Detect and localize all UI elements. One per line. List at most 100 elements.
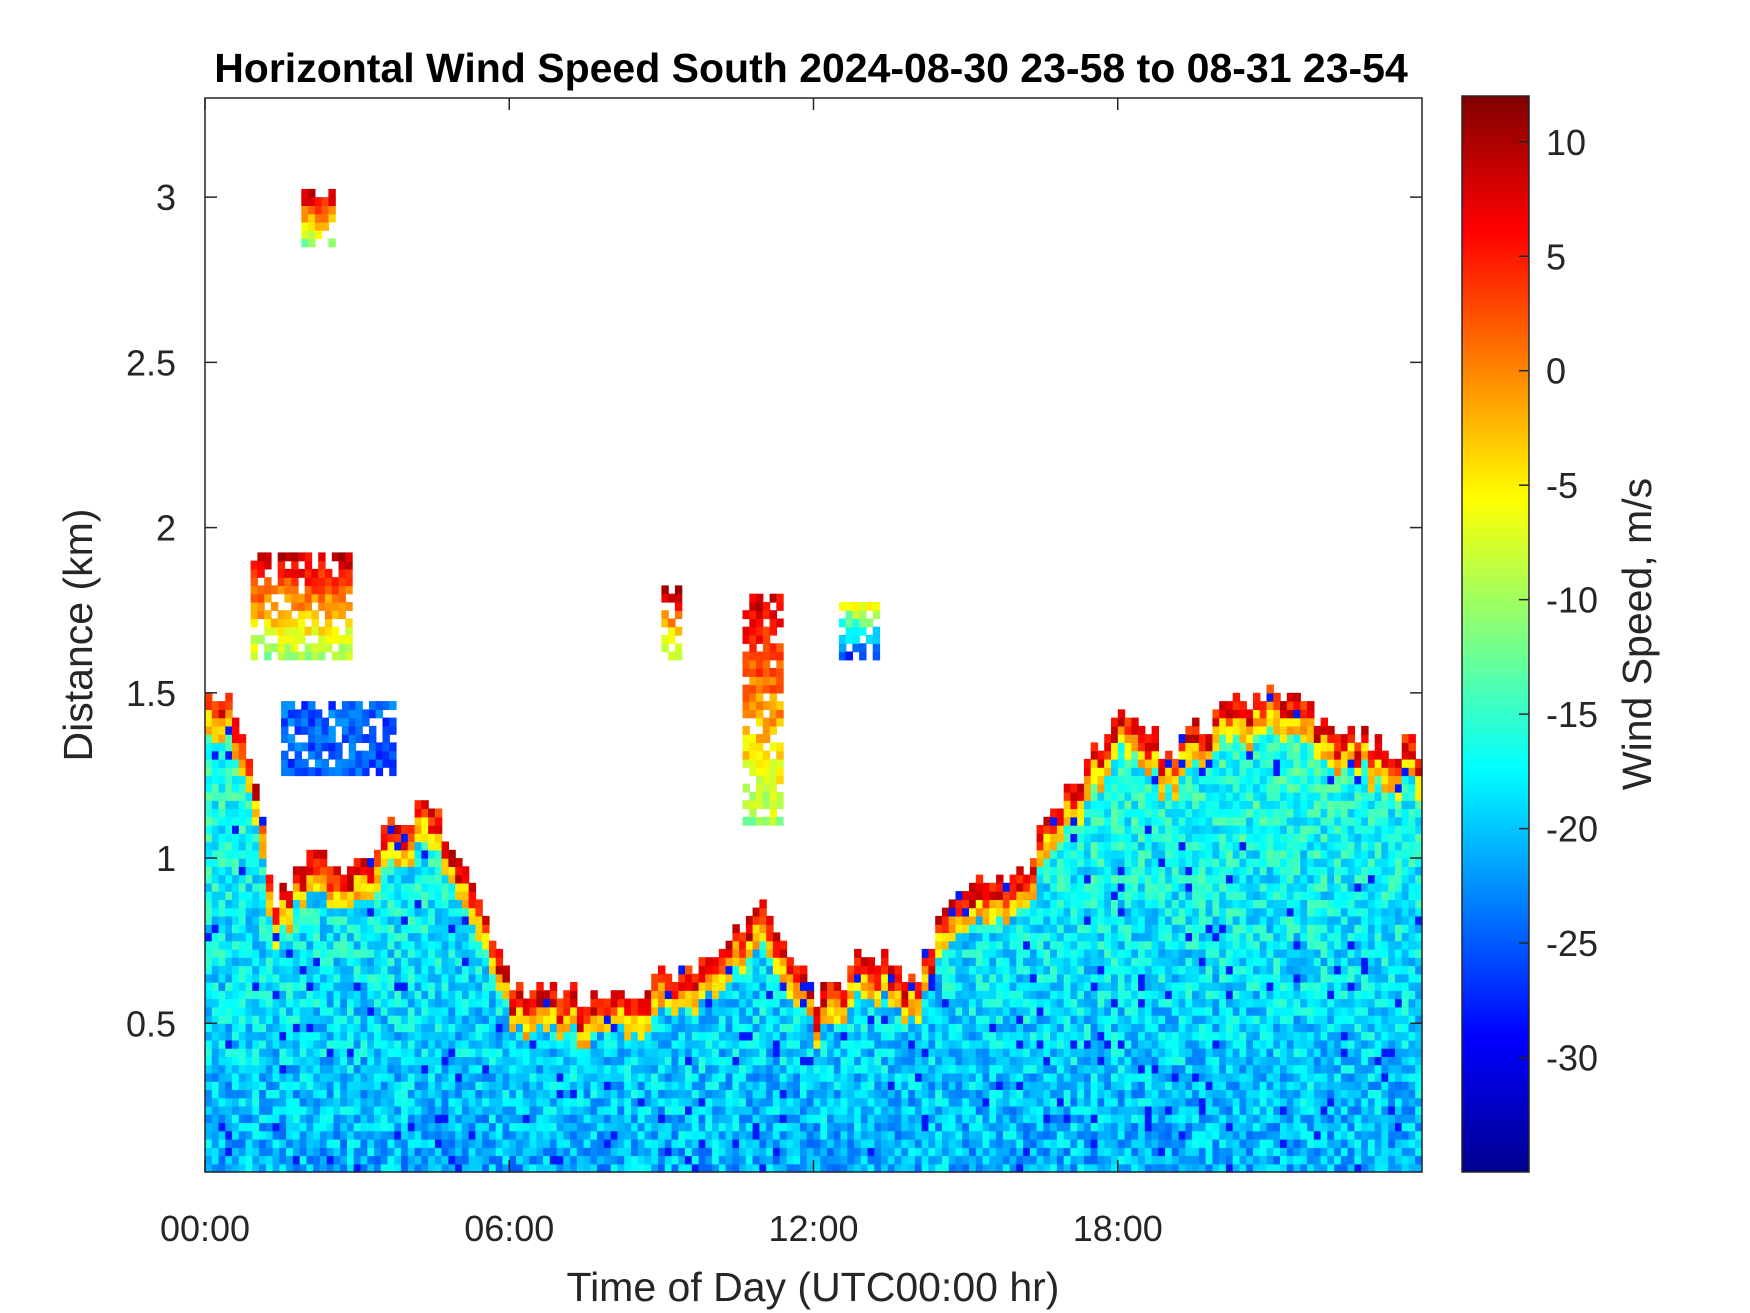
heatmap-cell (914, 982, 923, 991)
heatmap-cell (718, 1056, 727, 1066)
heatmap-cell (745, 973, 754, 983)
heatmap-cell (529, 1064, 537, 1074)
heatmap-cell (1083, 1048, 1092, 1057)
heatmap-cell (414, 1023, 422, 1033)
heatmap-cell (238, 924, 247, 934)
heatmap-cell (252, 899, 260, 909)
heatmap-cell (955, 965, 963, 975)
heatmap-cell (597, 1006, 605, 1016)
heatmap-cell (624, 1023, 632, 1033)
heatmap-cell (1077, 1015, 1085, 1024)
heatmap-cell (678, 1056, 686, 1066)
heatmap-cell (576, 1006, 585, 1016)
heatmap-cell (1023, 940, 1031, 950)
heatmap-cell (874, 1147, 882, 1157)
heatmap-cell (969, 1015, 977, 1024)
heatmap-cell (1077, 1147, 1085, 1157)
heatmap-cell (347, 1039, 355, 1049)
heatmap-cell (549, 1122, 558, 1132)
heatmap-cell (644, 1015, 652, 1024)
heatmap-cell (434, 858, 443, 867)
heatmap-cell (401, 899, 409, 909)
heatmap-cell (489, 1015, 497, 1024)
heatmap-cell (211, 717, 220, 727)
heatmap-cell (1016, 1105, 1024, 1115)
heatmap-cell (489, 1155, 497, 1165)
heatmap-cell (718, 957, 727, 967)
heatmap-cell (1002, 1147, 1011, 1157)
heatmap-cell (347, 1097, 355, 1107)
heatmap-cell (759, 948, 767, 958)
heatmap-cell (1050, 982, 1058, 991)
heatmap-cell (563, 1122, 571, 1132)
heatmap-cell (549, 1130, 558, 1140)
heatmap-cell (367, 1056, 375, 1066)
heatmap-cell (489, 973, 497, 983)
heatmap-cell (725, 1105, 733, 1115)
heatmap-cell (313, 1056, 321, 1066)
heatmap-cell (752, 1130, 760, 1140)
heatmap-cell (745, 1031, 754, 1041)
heatmap-cell (800, 1163, 808, 1173)
heatmap-cell (786, 1064, 794, 1074)
heatmap-cell (1178, 1147, 1186, 1157)
heatmap-cell (1083, 1031, 1092, 1041)
heatmap-cell (414, 932, 422, 942)
heatmap-cell (238, 833, 247, 843)
heatmap-cell (1131, 1122, 1139, 1132)
heatmap-cell (394, 998, 402, 1008)
heatmap-cell (975, 1122, 984, 1132)
heatmap-cell (1083, 915, 1092, 925)
heatmap-cell (265, 965, 274, 975)
heatmap-cell (766, 1097, 774, 1107)
heatmap-cell (860, 1023, 869, 1033)
heatmap-cell (387, 1114, 395, 1124)
heatmap-cell (678, 982, 686, 991)
heatmap-cell (286, 1155, 294, 1165)
heatmap-cell (353, 874, 362, 884)
heatmap-cell (238, 1031, 247, 1041)
heatmap-cell (1036, 1122, 1044, 1132)
heatmap-cell (360, 1130, 368, 1140)
heatmap-cell (813, 1081, 821, 1090)
heatmap-cell (671, 1130, 679, 1140)
heatmap-cell (333, 1097, 341, 1107)
heatmap-cell (279, 1105, 287, 1115)
heatmap-cell (1144, 874, 1153, 884)
heatmap-cell (313, 1081, 321, 1090)
heatmap-cell (475, 1015, 483, 1024)
heatmap-cell (989, 998, 997, 1008)
heatmap-cell (1138, 1139, 1146, 1148)
heatmap-cell (914, 1139, 923, 1148)
heatmap-cell (1151, 825, 1159, 834)
heatmap-cell (955, 940, 963, 950)
heatmap-cell (1158, 924, 1166, 934)
heatmap-cell (428, 1015, 436, 1024)
heatmap-cell (1117, 1105, 1126, 1115)
heatmap-cell (827, 1056, 835, 1066)
heatmap-cell (1138, 1105, 1146, 1115)
heatmap-cell (793, 1114, 801, 1124)
heatmap-cell (1063, 841, 1072, 851)
heatmap-cell (387, 965, 395, 975)
heatmap-cell (306, 948, 314, 958)
heatmap-cell (725, 1031, 733, 1041)
heatmap-cell (374, 948, 382, 958)
heatmap-cell (259, 940, 267, 950)
heatmap-cell (387, 1072, 395, 1082)
heatmap-cell (745, 1122, 754, 1132)
heatmap-cell (333, 1114, 341, 1124)
heatmap-cell (854, 998, 862, 1008)
heatmap-cell (651, 1163, 659, 1173)
heatmap-cell (752, 1114, 760, 1124)
heatmap-cell (205, 792, 213, 801)
heatmap-cell (982, 1163, 990, 1173)
heatmap-cell (1138, 833, 1146, 843)
heatmap-cell (441, 1163, 449, 1173)
heatmap-cell (1070, 1031, 1078, 1041)
heatmap-cell (840, 1114, 848, 1124)
heatmap-cell (935, 1097, 943, 1107)
heatmap-cell (468, 1139, 477, 1148)
heatmap-cell (739, 1163, 747, 1173)
heatmap-cell (380, 940, 389, 950)
